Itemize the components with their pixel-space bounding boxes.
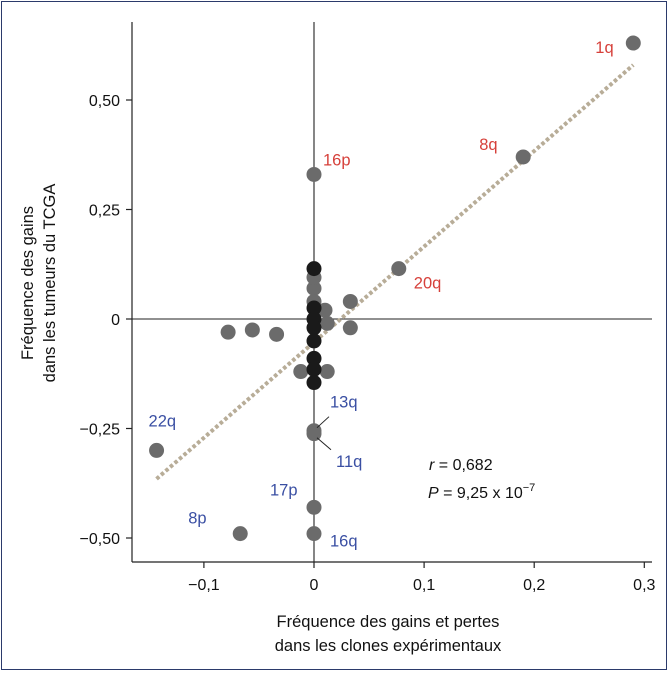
data-point (306, 375, 322, 391)
point-label-13q: 13q (330, 394, 358, 412)
point-label-22q: 22q (149, 412, 177, 430)
data-point (232, 526, 248, 542)
data-point (306, 300, 322, 316)
data-point (391, 261, 407, 277)
data-point (293, 364, 309, 380)
data-point (515, 149, 531, 165)
data-point (220, 324, 236, 340)
leader-line-11q (316, 437, 332, 451)
point-label-16q: 16q (330, 533, 358, 551)
r-symbol: r (429, 457, 435, 474)
data-point (306, 166, 322, 182)
r-number: = 0,682 (434, 457, 492, 474)
data-point (625, 35, 641, 51)
x-tick-label: 0,2 (523, 577, 545, 594)
point-label-8p: 8p (188, 510, 206, 528)
r-value: r = 0,682 (429, 457, 493, 474)
trend-line-overlay (155, 64, 635, 480)
point-label-11q: 11q (336, 453, 362, 471)
y-tick-label: 0 (111, 312, 120, 329)
x-tick-label: 0,1 (413, 577, 435, 594)
y-tick-label: −0,50 (80, 531, 121, 548)
data-point (342, 293, 358, 309)
x-axis-title-line-2: dans les clones expérimentaux (275, 637, 502, 655)
x-tick-label: 0,3 (633, 577, 655, 594)
data-point (306, 350, 322, 366)
data-point (306, 261, 322, 277)
data-point (319, 315, 335, 331)
y-tick-label: 0,25 (89, 203, 120, 220)
data-point (149, 442, 165, 458)
x-axis-title-line-1: Fréquence des gains et pertes (277, 613, 500, 631)
point-label-8q: 8q (479, 136, 497, 154)
point-label-16p: 16p (323, 151, 351, 169)
data-point (306, 320, 322, 336)
p-symbol: P (428, 485, 439, 502)
data-point (306, 333, 322, 349)
y-axis-title-line-1: Fréquence des gains (19, 206, 37, 360)
data-point (319, 364, 335, 380)
data-point (269, 326, 285, 342)
data-point (306, 499, 322, 515)
data-point (306, 426, 322, 442)
point-label-17p: 17p (270, 481, 298, 499)
p-exponent: −7 (523, 482, 536, 494)
data-point (306, 280, 322, 296)
leader-line-13q (316, 416, 330, 429)
data-point (306, 361, 322, 377)
p-number: = 9,25 x 10 (439, 485, 523, 502)
y-tick-label: 0,50 (89, 93, 120, 110)
data-point (306, 526, 322, 542)
p-value: P = 9,25 x 10−7 (428, 482, 535, 502)
data-point (244, 322, 260, 338)
y-tick-label: −0,25 (80, 422, 121, 439)
x-tick-label: 0 (310, 577, 319, 594)
x-tick-label: −0,1 (188, 577, 220, 594)
y-axis-title-line-2: dans les tumeurs du TCGA (41, 184, 59, 383)
data-point (342, 320, 358, 336)
point-label-20q: 20q (414, 275, 442, 293)
point-label-1q: 1q (595, 39, 613, 57)
